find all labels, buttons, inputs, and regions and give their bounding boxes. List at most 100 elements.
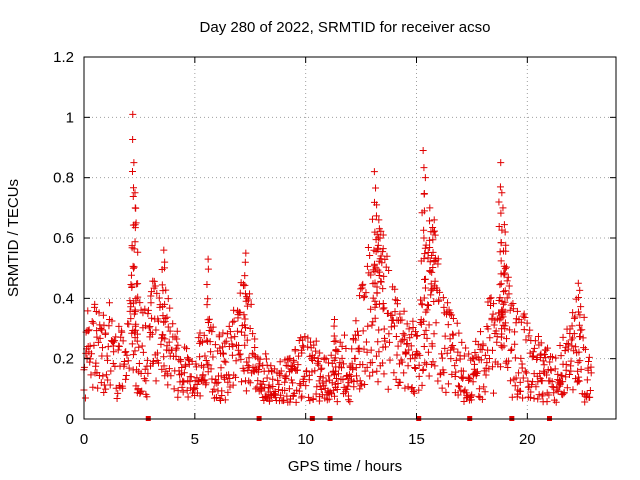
data-point	[232, 357, 240, 365]
data-point	[555, 377, 563, 385]
data-point	[427, 280, 435, 288]
data-point	[148, 330, 156, 338]
data-point	[286, 354, 294, 362]
data-point	[209, 353, 217, 361]
data-point	[441, 344, 449, 352]
data-point	[406, 355, 414, 363]
data-point	[449, 331, 457, 339]
data-point	[132, 295, 140, 303]
data-point	[274, 376, 282, 384]
data-point	[487, 294, 495, 302]
data-point	[312, 347, 320, 355]
data-point	[377, 278, 385, 286]
data-point	[130, 263, 138, 271]
data-point	[497, 257, 505, 265]
data-point	[497, 280, 505, 288]
data-point	[450, 345, 458, 353]
data-point	[269, 383, 277, 391]
data-point	[478, 395, 486, 403]
data-point	[420, 226, 428, 234]
x-tick-label: 0	[80, 431, 88, 448]
data-point	[352, 317, 360, 325]
data-point	[294, 361, 302, 369]
data-point	[500, 342, 508, 350]
data-point	[217, 372, 225, 380]
data-point	[533, 356, 541, 363]
data-point	[142, 322, 150, 330]
data-point	[131, 334, 139, 342]
data-point	[498, 325, 506, 333]
data-point	[502, 241, 510, 249]
data-point	[300, 377, 308, 385]
data-point	[570, 347, 578, 355]
data-point	[200, 363, 208, 371]
data-point	[132, 219, 140, 227]
data-point	[393, 351, 401, 359]
data-point	[122, 372, 130, 380]
data-point	[165, 338, 173, 346]
data-point	[422, 241, 430, 249]
data-point	[170, 385, 178, 393]
data-point	[461, 386, 469, 394]
data-point	[425, 217, 433, 225]
y-tick-label: 1.2	[53, 49, 74, 66]
data-point	[530, 344, 538, 352]
data-point	[501, 287, 509, 295]
data-point	[265, 381, 273, 389]
data-point	[229, 318, 237, 326]
data-point	[484, 325, 492, 333]
data-point	[499, 300, 507, 308]
data-point	[586, 393, 594, 401]
data-point	[574, 293, 582, 301]
data-point	[87, 350, 95, 358]
data-point	[454, 391, 462, 399]
data-point	[248, 349, 256, 357]
data-point	[102, 329, 110, 337]
data-point	[417, 296, 425, 304]
data-point	[486, 295, 494, 303]
data-point	[497, 159, 505, 167]
data-point	[262, 355, 270, 363]
data-point	[328, 379, 336, 387]
data-point	[327, 351, 335, 359]
data-point	[146, 322, 154, 330]
data-point	[467, 356, 475, 364]
data-point	[402, 350, 410, 358]
data-point	[443, 349, 451, 357]
data-point	[481, 351, 489, 359]
data-point	[481, 388, 489, 396]
data-point	[368, 359, 376, 367]
data-point	[415, 372, 423, 380]
data-point	[345, 371, 353, 379]
data-point	[331, 371, 339, 379]
data-point	[92, 362, 100, 370]
data-point	[378, 259, 386, 267]
data-point	[105, 322, 113, 330]
data-point	[145, 324, 153, 332]
data-point	[280, 396, 288, 404]
data-point	[408, 383, 416, 391]
data-point	[465, 350, 473, 358]
data-point	[107, 367, 115, 375]
data-point	[246, 325, 254, 333]
data-point	[427, 291, 435, 299]
data-point	[483, 359, 491, 367]
data-point	[409, 317, 417, 325]
data-point	[159, 312, 167, 320]
data-point	[576, 333, 584, 341]
data-point	[238, 328, 246, 336]
data-point	[480, 383, 488, 391]
data-point	[293, 366, 301, 374]
x-tick-label: 20	[519, 431, 536, 448]
data-point	[125, 364, 133, 372]
data-point	[371, 268, 379, 276]
data-point	[498, 343, 506, 351]
data-point	[427, 228, 435, 236]
data-point	[151, 282, 159, 290]
data-point	[218, 387, 226, 395]
data-point	[421, 250, 429, 258]
data-point	[503, 294, 511, 302]
data-point	[227, 334, 235, 342]
data-point	[415, 386, 423, 394]
data-point	[262, 350, 270, 358]
